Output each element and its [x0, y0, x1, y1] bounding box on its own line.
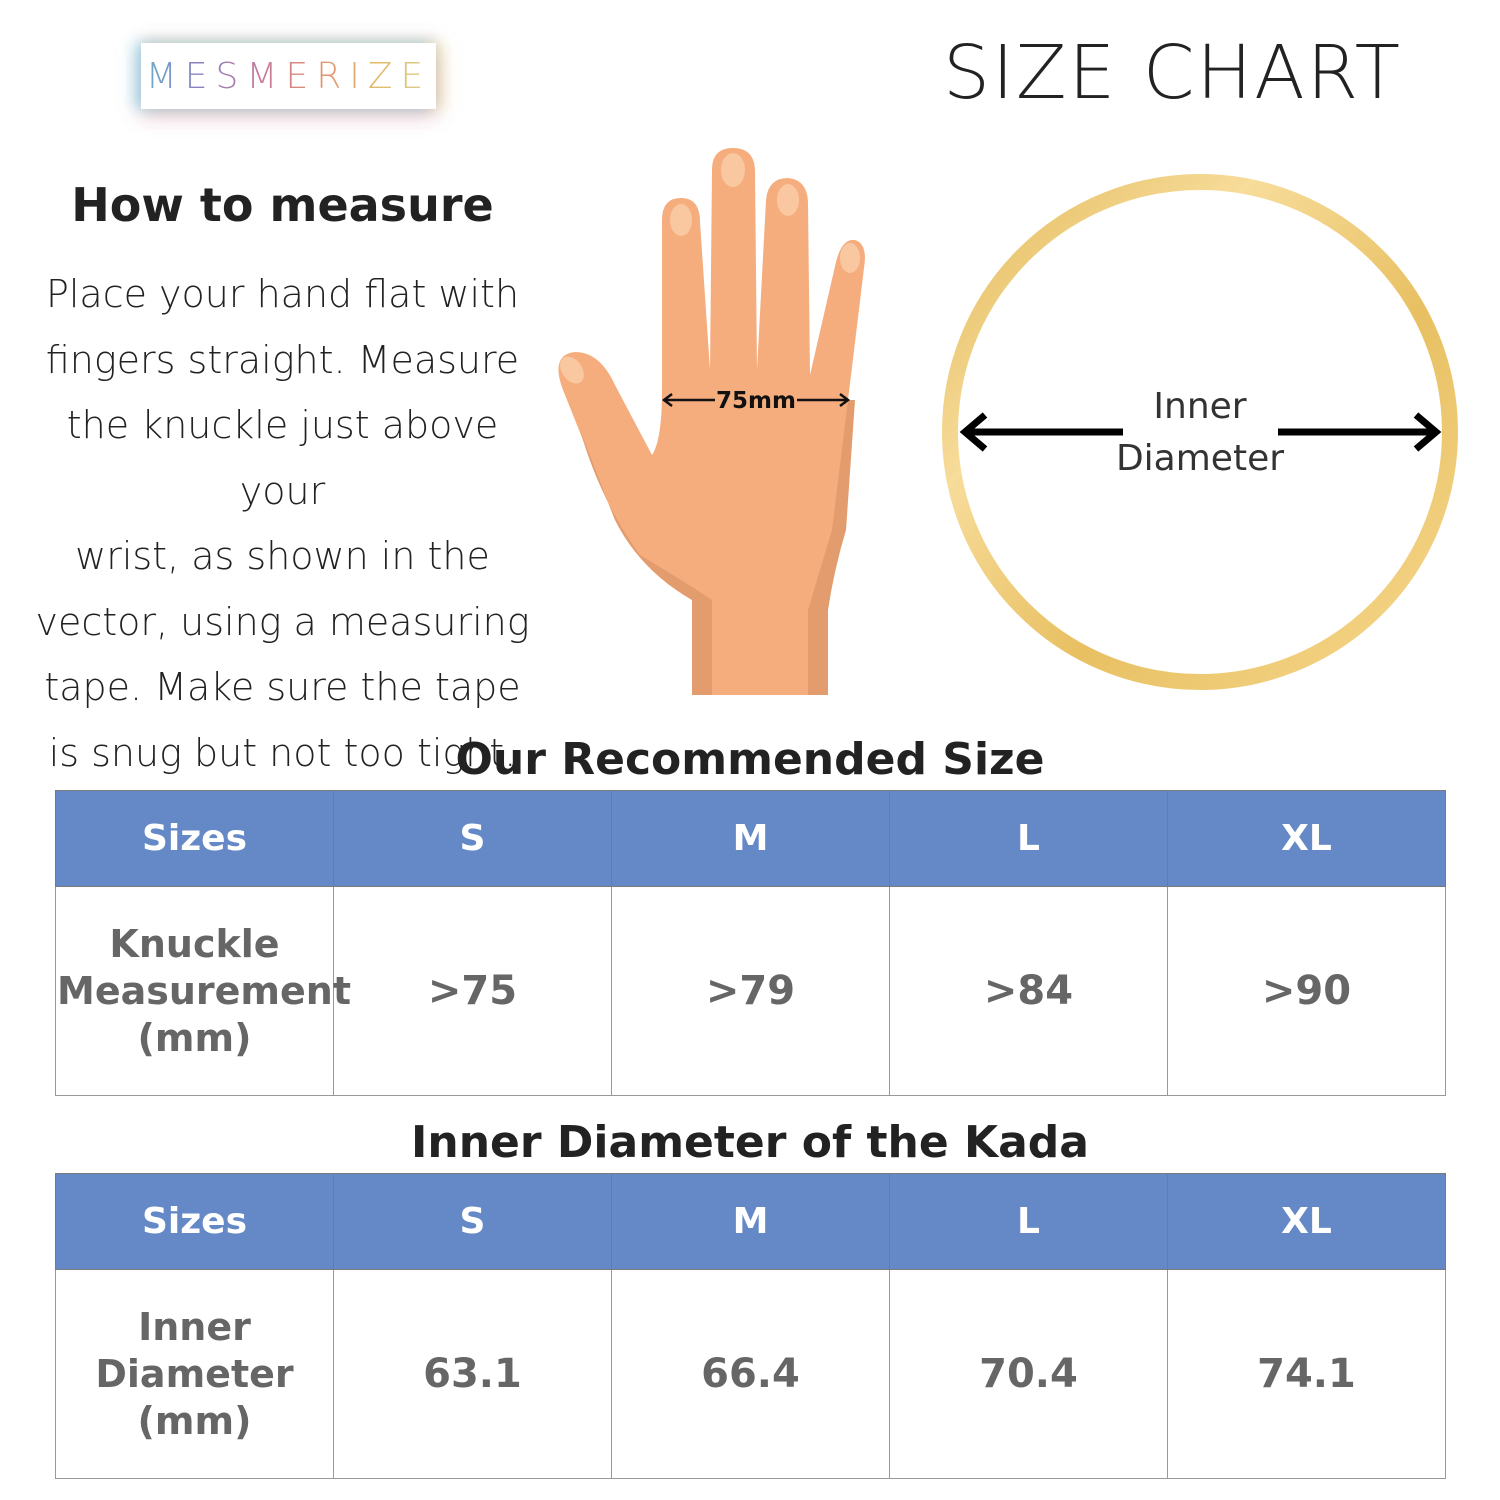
- row-label: Knuckle Measurement (mm): [55, 886, 351, 1096]
- illustrations: 75mm Inner Diameter: [558, 148, 1458, 695]
- table-row: Knuckle Measurement (mm) >75 >79 >84 >90: [55, 886, 1446, 1096]
- brand-logo: MESMERIZE: [141, 43, 436, 109]
- cell-m: 66.4: [611, 1269, 890, 1479]
- cell-xl: 74.1: [1167, 1269, 1446, 1479]
- ring-icon: [942, 174, 1458, 690]
- instruction-line: the knuckle just above your: [66, 403, 499, 513]
- hand-icon: [558, 148, 865, 695]
- ring-label-line2: Diameter: [1116, 438, 1284, 479]
- instruction-line: Place your hand flat with: [45, 272, 520, 316]
- header-s: S: [333, 790, 612, 887]
- recommended-size-table: Sizes S M L XL Knuckle Measurement (mm) …: [55, 790, 1446, 1096]
- recommended-title: Our Recommended Size: [455, 734, 1045, 785]
- table-header-row: Sizes S M L XL: [55, 790, 1446, 887]
- measurement-label: 75mm: [716, 388, 796, 414]
- row-label-line: (mm): [137, 1015, 252, 1060]
- ring-label-line1: Inner: [1153, 386, 1246, 427]
- header-xl: XL: [1167, 1173, 1446, 1270]
- row-label-line: Diameter: [95, 1351, 294, 1396]
- inner-diameter-title: Inner Diameter of the Kada: [411, 1117, 1089, 1168]
- instruction-line: wrist, as shown in the: [75, 534, 490, 578]
- inner-diameter-table: Sizes S M L XL Inner Diameter (mm) 63.1 …: [55, 1173, 1446, 1479]
- page-title: SIZE CHART: [943, 30, 1402, 116]
- measurement-arrow: [661, 393, 851, 407]
- row-label-line: Measurement: [57, 968, 351, 1013]
- row-label-line: (mm): [137, 1398, 252, 1443]
- instruction-line: is snug but not too tight.: [48, 730, 517, 775]
- instruction-line: fingers straight. Measure: [45, 337, 520, 382]
- header-l: L: [889, 1173, 1168, 1270]
- row-label-line: Knuckle: [109, 921, 280, 966]
- instructions-text: Place your hand flat with fingers straig…: [30, 262, 535, 786]
- diameter-arrows: [959, 412, 1442, 452]
- table-header-row: Sizes S M L XL: [55, 1173, 1446, 1270]
- header-m: M: [611, 790, 890, 887]
- header-xl: XL: [1167, 790, 1446, 887]
- cell-s: 63.1: [333, 1269, 612, 1479]
- how-to-heading: How to measure: [71, 178, 494, 232]
- header-l: L: [889, 790, 1168, 887]
- instruction-line: vector, using a measuring: [35, 599, 530, 644]
- header-m: M: [611, 1173, 890, 1270]
- row-label-line: Inner: [138, 1304, 251, 1349]
- cell-l: >84: [889, 886, 1168, 1096]
- header-sizes: Sizes: [55, 1173, 334, 1270]
- cell-m: >79: [611, 886, 890, 1096]
- header-s: S: [333, 1173, 612, 1270]
- cell-xl: >90: [1167, 886, 1446, 1096]
- cell-l: 70.4: [889, 1269, 1168, 1479]
- row-label: Inner Diameter (mm): [55, 1269, 334, 1479]
- cell-s: >75: [333, 886, 612, 1096]
- table-row: Inner Diameter (mm) 63.1 66.4 70.4 74.1: [55, 1269, 1446, 1479]
- header-sizes: Sizes: [55, 790, 334, 887]
- instruction-line: tape. Make sure the tape: [44, 665, 521, 709]
